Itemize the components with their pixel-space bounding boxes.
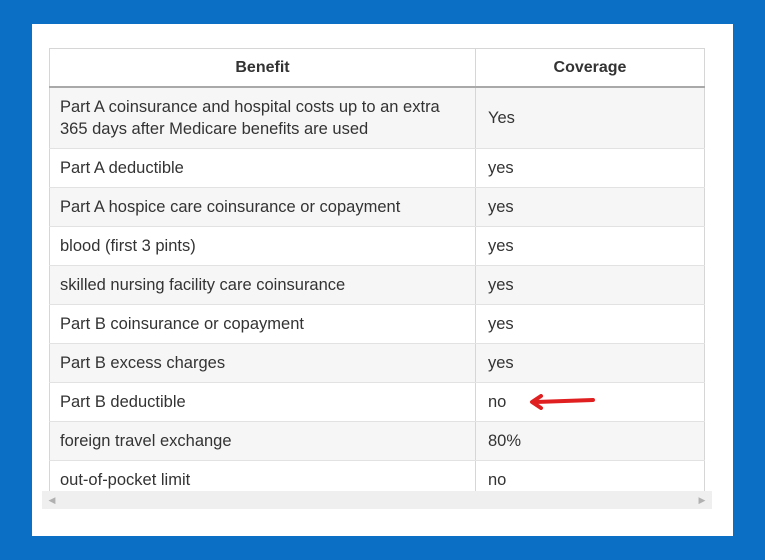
table-row: Part A hospice care coinsurance or copay… <box>49 187 705 227</box>
table-row: Part A deductible yes <box>49 148 705 188</box>
table-header-row: Benefit Coverage <box>49 48 705 88</box>
scroll-right-icon[interactable]: ▶ <box>698 495 706 505</box>
coverage-cell: yes <box>475 343 705 383</box>
benefit-cell: Part A hospice care coinsurance or copay… <box>49 187 476 227</box>
coverage-cell: no <box>475 382 705 422</box>
benefit-cell: skilled nursing facility care coinsuranc… <box>49 265 476 305</box>
coverage-cell: 80% <box>475 421 705 461</box>
header-benefit: Benefit <box>49 48 476 88</box>
benefit-cell: Part A coinsurance and hospital costs up… <box>49 87 476 149</box>
content-card: Benefit Coverage Part A coinsurance and … <box>32 24 733 536</box>
horizontal-scrollbar[interactable]: ◀ ▶ <box>42 491 712 509</box>
coverage-cell: yes <box>475 226 705 266</box>
coverage-cell: yes <box>475 187 705 227</box>
coverage-cell: yes <box>475 265 705 305</box>
highlighted-coverage: no <box>488 391 595 413</box>
table-row: foreign travel exchange 80% <box>49 421 705 461</box>
table-row: Part B deductible no <box>49 382 705 422</box>
benefit-cell: Part B deductible <box>49 382 476 422</box>
left-arrow-icon <box>530 394 595 410</box>
benefit-cell: Part A deductible <box>49 148 476 188</box>
table-row: Part B coinsurance or copayment yes <box>49 304 705 344</box>
benefit-cell: Part B coinsurance or copayment <box>49 304 476 344</box>
table-row: Part A coinsurance and hospital costs up… <box>49 87 705 149</box>
benefit-cell: blood (first 3 pints) <box>49 226 476 266</box>
coverage-cell: yes <box>475 148 705 188</box>
table-container: Benefit Coverage Part A coinsurance and … <box>49 48 705 500</box>
benefit-cell: foreign travel exchange <box>49 421 476 461</box>
coverage-cell: yes <box>475 304 705 344</box>
table-row: blood (first 3 pints) yes <box>49 226 705 266</box>
coverage-cell: Yes <box>475 87 705 149</box>
coverage-value: no <box>488 393 507 411</box>
table-row: Part B excess charges yes <box>49 343 705 383</box>
header-coverage: Coverage <box>475 48 705 88</box>
scroll-left-icon[interactable]: ◀ <box>48 495 56 505</box>
benefits-table: Benefit Coverage Part A coinsurance and … <box>49 48 705 500</box>
table-row: skilled nursing facility care coinsuranc… <box>49 265 705 305</box>
benefit-cell: Part B excess charges <box>49 343 476 383</box>
